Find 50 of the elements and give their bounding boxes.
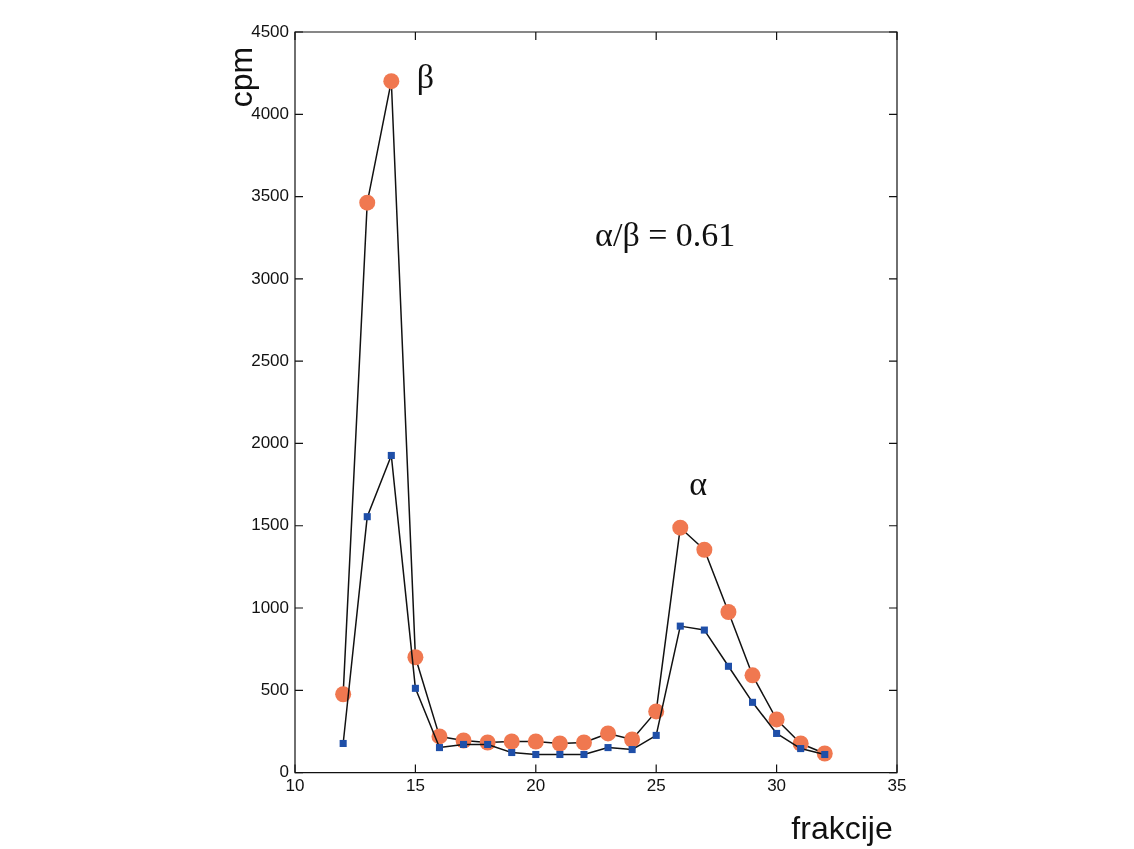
point (797, 745, 805, 753)
annotation: α/β = 0.61 (595, 215, 736, 253)
point (720, 603, 737, 620)
point (383, 73, 400, 90)
x-tick-label: 35 (887, 776, 907, 796)
point (748, 698, 757, 706)
point (503, 733, 520, 750)
point (556, 750, 564, 759)
x-tick-label: 30 (767, 776, 787, 796)
y-tick-label: 500 (260, 680, 289, 699)
y-tick-label: 4500 (251, 21, 289, 41)
point (676, 622, 684, 630)
point (363, 513, 371, 521)
point (600, 725, 617, 742)
point (387, 451, 395, 459)
point (551, 735, 568, 752)
point (575, 734, 592, 751)
point (744, 667, 761, 684)
annotation: α (689, 464, 708, 502)
point (652, 731, 660, 739)
point (768, 711, 785, 728)
point (628, 746, 636, 754)
y-tick-label: 2000 (251, 433, 289, 453)
point (411, 684, 419, 692)
y-tick-label: 1500 (251, 515, 289, 535)
point (339, 739, 347, 748)
point (773, 729, 781, 737)
point (672, 519, 689, 536)
point (724, 662, 732, 670)
y-tick-label: 3500 (251, 186, 289, 206)
point (532, 750, 540, 759)
x-tick-label: 10 (285, 776, 305, 796)
point (700, 626, 708, 634)
point (624, 731, 641, 748)
x-tick-label: 25 (646, 776, 666, 796)
y-tick-label: 1000 (251, 597, 289, 617)
annotation: β (416, 58, 434, 96)
x-tick-label: 20 (526, 776, 546, 796)
x-tick-label: 15 (405, 776, 425, 796)
x-axis-title: frakcije (791, 810, 893, 847)
point (648, 703, 665, 720)
y-tick-label: 2500 (251, 350, 289, 370)
y-tick-label: 3000 (251, 268, 289, 288)
point (435, 744, 444, 752)
point (527, 733, 544, 750)
point (604, 744, 612, 752)
point (580, 750, 588, 759)
point (508, 748, 516, 757)
point (696, 541, 713, 558)
point (359, 194, 376, 211)
